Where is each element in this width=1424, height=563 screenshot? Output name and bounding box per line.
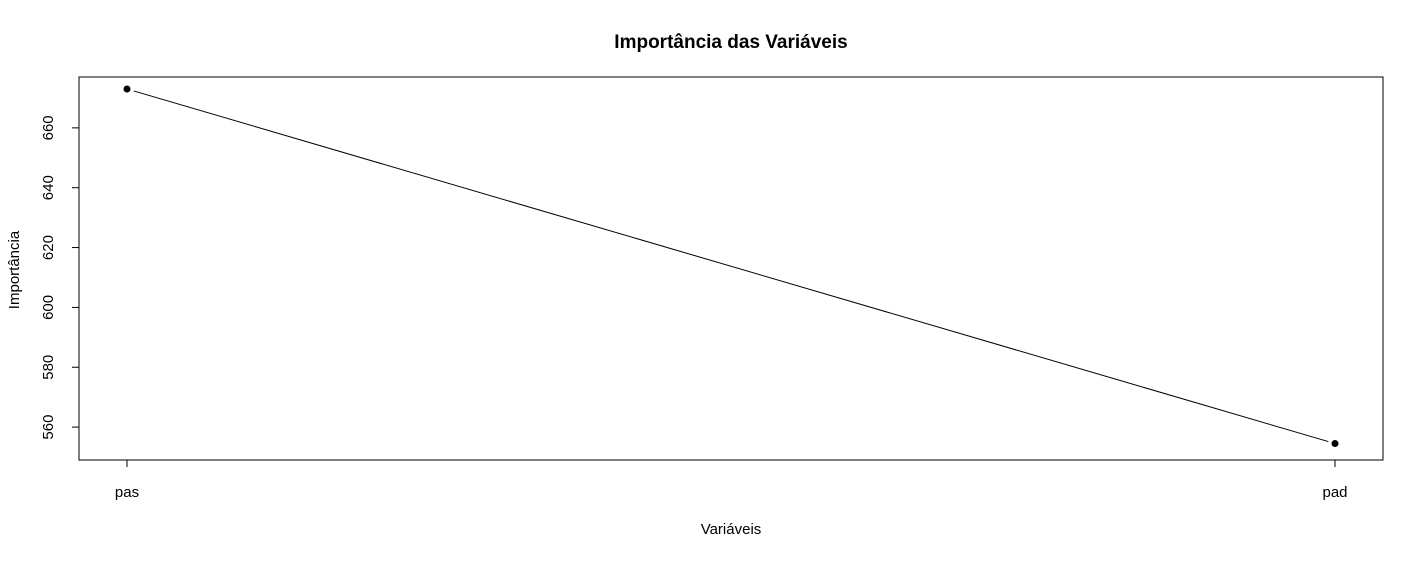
y-tick-label: 560	[40, 415, 57, 440]
x-axis: pas pad	[115, 460, 1348, 501]
y-axis: 560 580 600 620 640 660	[40, 115, 79, 440]
x-axis-label: Variáveis	[701, 521, 762, 538]
y-tick-label: 600	[40, 295, 57, 320]
plot-frame	[78, 76, 1384, 461]
y-tick-label: 580	[40, 355, 57, 380]
data-point	[1331, 440, 1339, 448]
chart-title: Importância das Variáveis	[614, 32, 847, 53]
y-axis-label: Importância	[6, 230, 23, 309]
x-tick-label: pas	[115, 484, 139, 501]
y-tick-label: 640	[40, 175, 57, 200]
data-point	[123, 85, 131, 93]
y-tick-label: 620	[40, 235, 57, 260]
series-layer	[123, 85, 1339, 448]
series-line	[133, 90, 1329, 443]
y-tick-label: 660	[40, 115, 57, 140]
x-tick-label: pad	[1322, 484, 1347, 501]
